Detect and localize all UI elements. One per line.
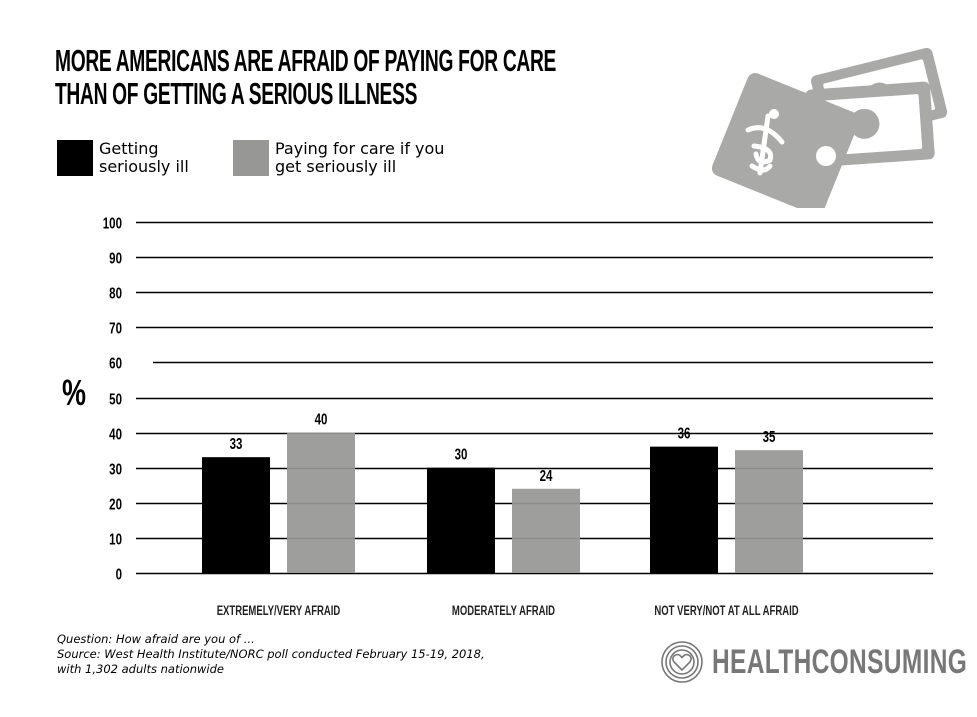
bar-value-labels: 33 40 30 24 36 35 bbox=[230, 410, 776, 485]
bars bbox=[202, 432, 803, 573]
legend-label: Getting seriously ill bbox=[99, 139, 189, 176]
question-text: Question: How afraid are you of ... bbox=[57, 632, 255, 646]
y-tick-label: 70 bbox=[109, 319, 122, 337]
source-text-line-2: with 1,302 adults nationwide bbox=[57, 662, 224, 676]
bar-value-label: 24 bbox=[540, 466, 553, 484]
money-bills-caduceus-icon bbox=[712, 47, 948, 208]
x-category-labels: EXTREMELY/VERY AFRAID MODERATELY AFRAID NO… bbox=[217, 602, 799, 618]
y-tick-label: 90 bbox=[109, 249, 122, 267]
chart-title: MORE AMERICANS ARE AFRAID OF PAYING FOR … bbox=[55, 44, 556, 110]
bar-value-label: 33 bbox=[230, 434, 243, 452]
bar-paying-for-care-1 bbox=[512, 488, 580, 573]
brand-name: HEALTHCONSUMING bbox=[712, 642, 968, 681]
y-tick-label: 60 bbox=[109, 354, 122, 372]
bar-value-label: 35 bbox=[763, 427, 776, 445]
legend-swatch-gray bbox=[233, 140, 269, 176]
bar-value-label: 36 bbox=[678, 424, 691, 442]
y-tick-label: 100 bbox=[103, 214, 122, 232]
heart-rings-icon bbox=[661, 641, 703, 683]
y-tick-label: 10 bbox=[109, 530, 122, 548]
y-tick-label: 80 bbox=[109, 284, 122, 302]
bar-getting-ill-1 bbox=[427, 467, 495, 573]
legend-item-paying-for-care: Paying for care if you get seriously ill bbox=[233, 140, 475, 176]
y-tick-label: 50 bbox=[109, 390, 122, 408]
bar-value-label: 40 bbox=[315, 410, 328, 428]
legend-label: Paying for care if you get seriously ill bbox=[275, 139, 445, 176]
y-tick-label: 30 bbox=[109, 460, 122, 478]
y-axis-label: % bbox=[62, 372, 86, 413]
bar-getting-ill-2 bbox=[650, 446, 718, 573]
bar-getting-ill-0 bbox=[202, 457, 270, 573]
legend-item-getting-ill: Getting seriously ill bbox=[57, 140, 299, 176]
x-category-label: MODERATELY AFRAID bbox=[452, 602, 555, 618]
source-text-line-1: Source: West Health Institute/NORC poll … bbox=[57, 647, 485, 661]
y-tick-label: 20 bbox=[109, 495, 122, 513]
brand-logo: HEALTHCONSUMING bbox=[660, 640, 977, 684]
chart-title-line-1: MORE AMERICANS ARE AFRAID OF PAYING FOR … bbox=[55, 43, 557, 78]
legend-swatch-black bbox=[57, 140, 93, 176]
y-tick-label: 0 bbox=[116, 565, 123, 583]
y-tick-label: 40 bbox=[109, 425, 122, 443]
x-category-label: NOT VERY/NOT AT ALL AFRAID bbox=[654, 602, 798, 618]
bar-value-label: 30 bbox=[455, 445, 468, 463]
chart-title-line-2: THAN OF GETTING A SERIOUS ILLNESS bbox=[55, 76, 418, 111]
y-tick-labels: 0 10 20 30 40 50 60 70 80 90 100 bbox=[103, 214, 122, 583]
bar-paying-for-care-2 bbox=[735, 450, 803, 573]
x-category-label: EXTREMELY/VERY AFRAID bbox=[217, 602, 341, 618]
footnote: Question: How afraid are you of ... Sour… bbox=[57, 632, 485, 677]
bar-paying-for-care-0 bbox=[287, 432, 355, 573]
